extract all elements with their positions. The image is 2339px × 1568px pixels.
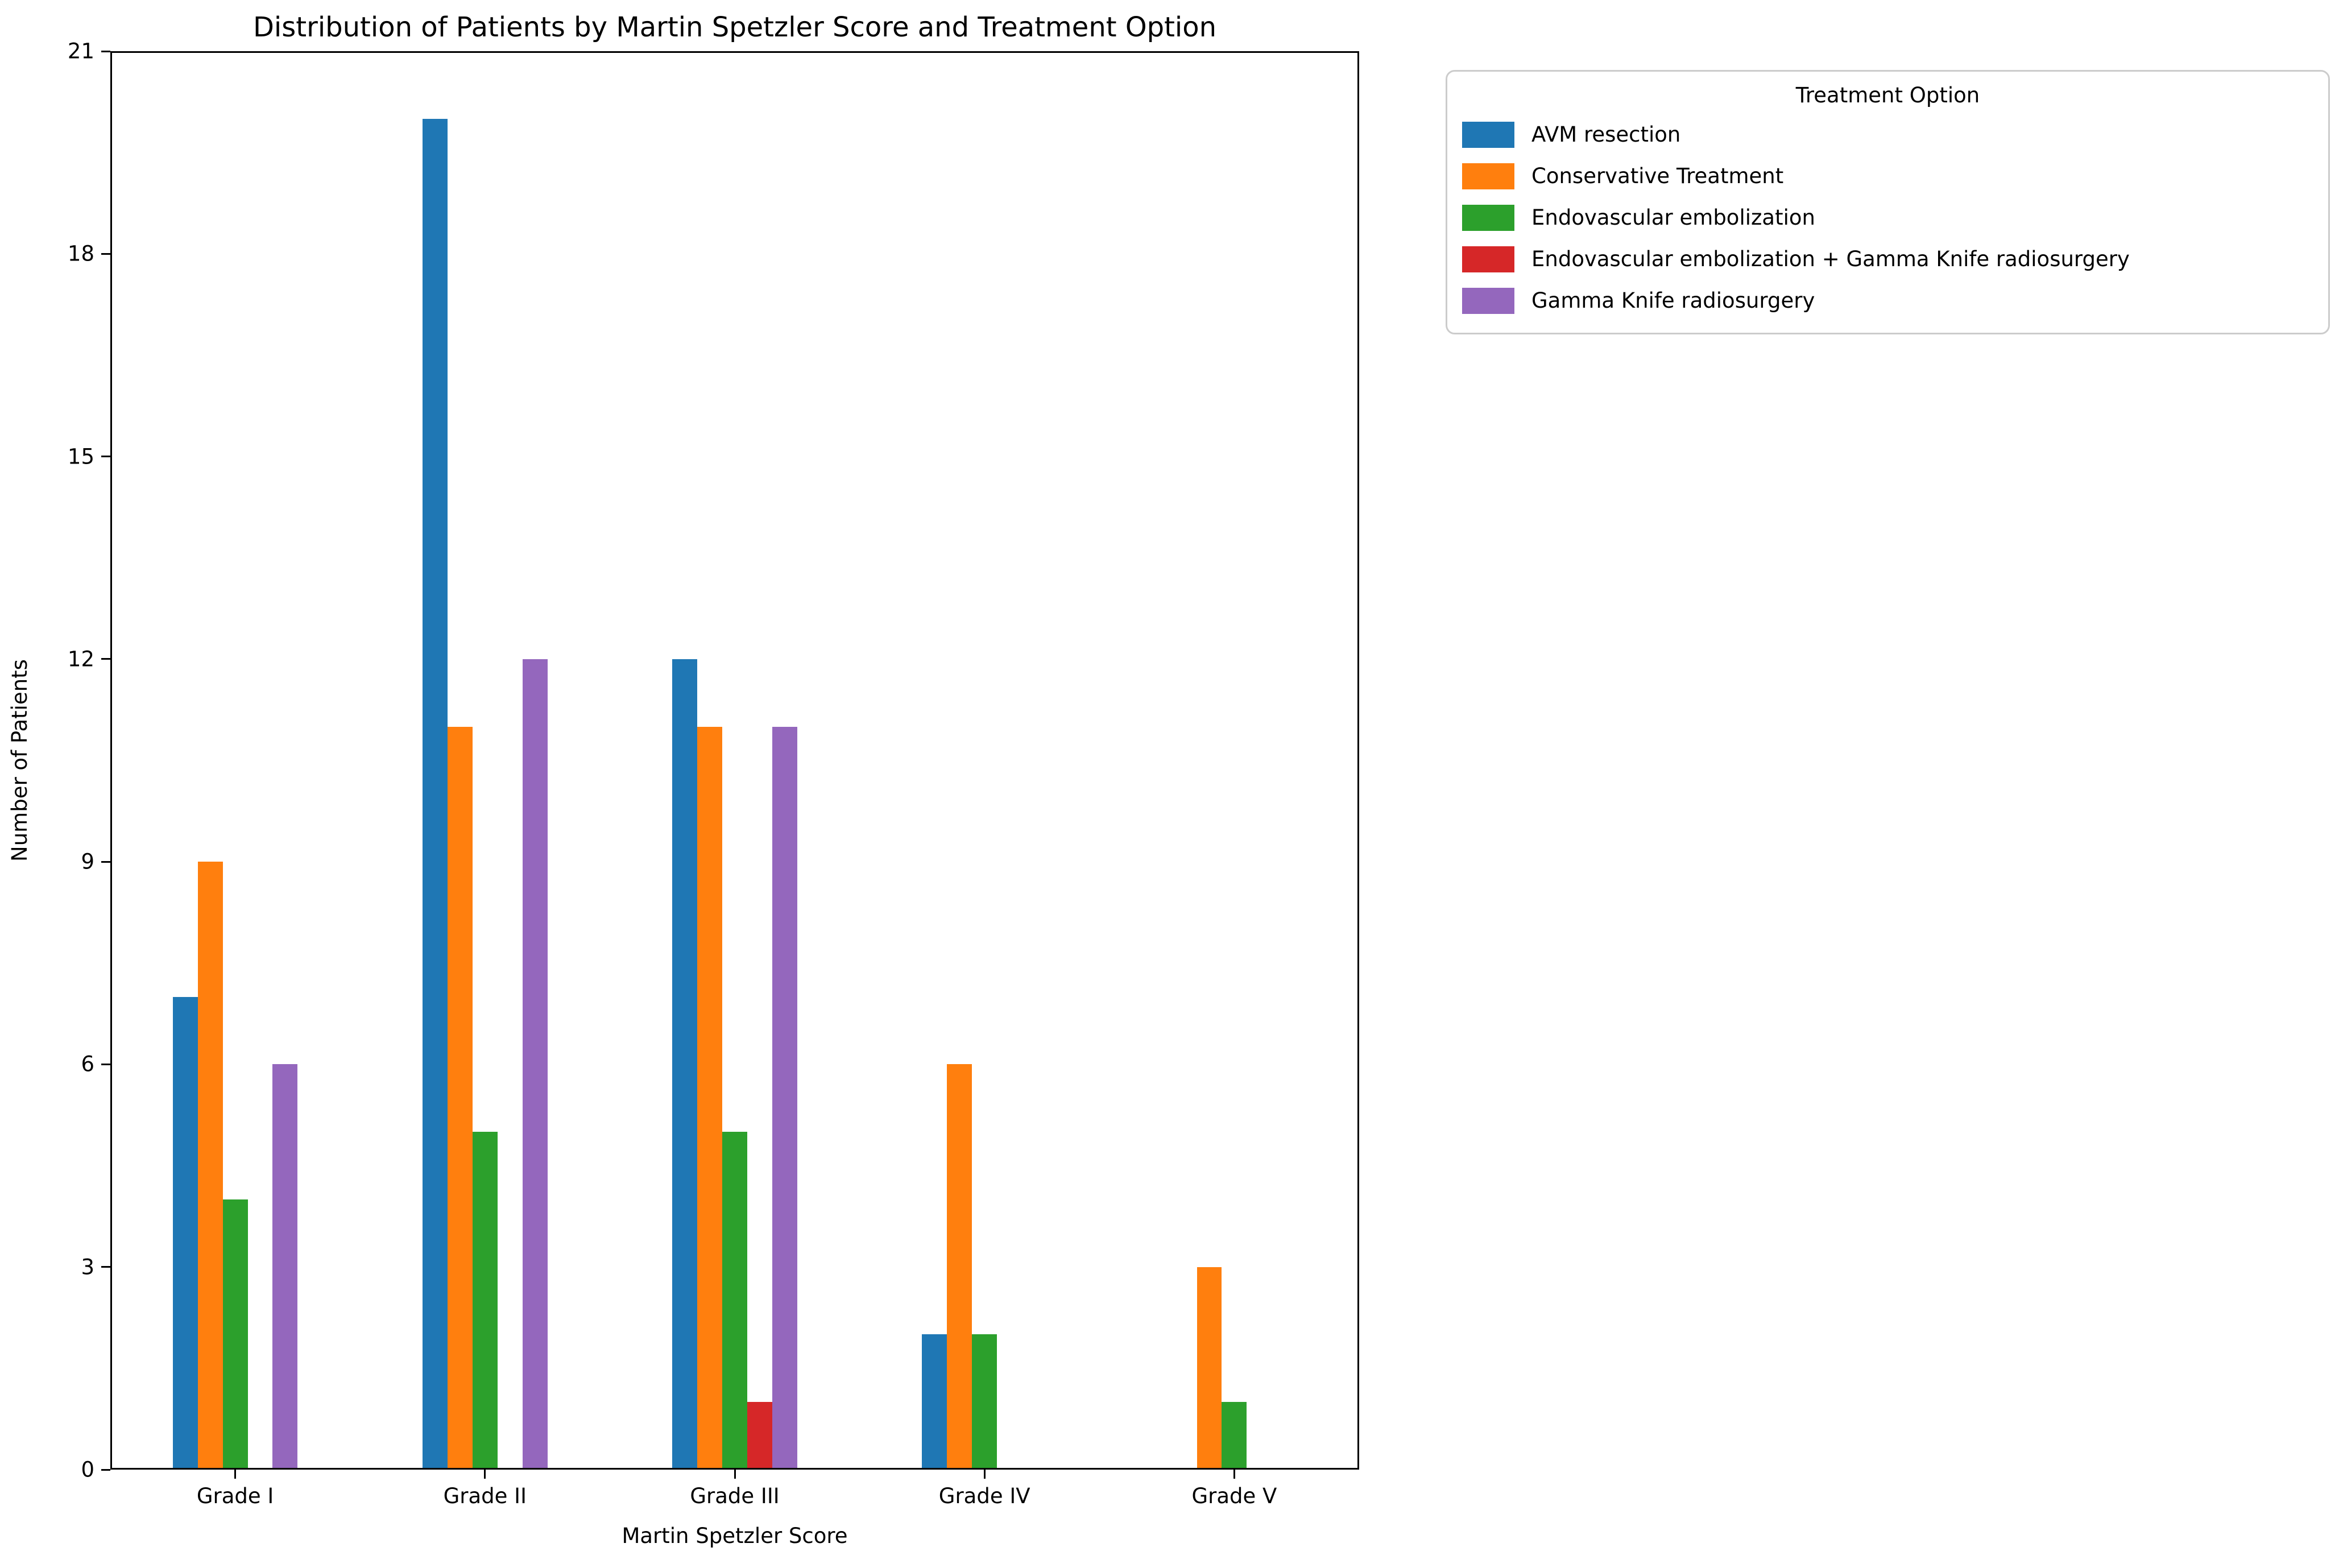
x-tick-mark (234, 1470, 237, 1479)
legend-item-label: Endovascular embolization + Gamma Knife … (1531, 247, 2130, 272)
y-tick-mark (101, 1063, 110, 1065)
y-tick-label: 3 (81, 1255, 94, 1280)
bar-grade-ii-conservative-treatment (447, 726, 473, 1470)
x-tick-label: Grade III (690, 1484, 780, 1508)
y-tick-mark (101, 1266, 110, 1268)
bar-grade-i-endovascular-embolization (222, 1199, 248, 1470)
legend-swatch-endovascular-embolization-gamma-knife-radiosurgery (1462, 246, 1514, 272)
bar-grade-iii-endovascular-embolization-gamma-knife-radiosurgery (747, 1402, 772, 1470)
bar-grade-ii-gamma-knife-radiosurgery (522, 659, 548, 1470)
y-tick-mark (101, 456, 110, 458)
x-tick-label: Grade IV (938, 1484, 1030, 1508)
legend-swatch-gamma-knife-radiosurgery (1462, 287, 1514, 314)
legend-swatch-endovascular-embolization (1462, 204, 1514, 231)
bar-grade-iv-avm-resection (922, 1334, 947, 1470)
bar-grade-iii-conservative-treatment (697, 726, 723, 1470)
chart-title: Distribution of Patients by Martin Spetz… (252, 11, 1217, 43)
bar-grade-ii-endovascular-embolization (472, 1132, 498, 1470)
legend-item-label: Gamma Knife radiosurgery (1531, 288, 1815, 313)
y-tick-label: 0 (81, 1457, 94, 1482)
legend-item-gamma-knife-radiosurgery: Gamma Knife radiosurgery (1462, 280, 2313, 321)
y-tick-label: 9 (81, 849, 94, 874)
legend-item-avm-resection: AVM resection (1462, 114, 2313, 155)
y-tick-mark (101, 50, 110, 52)
x-tick-mark (983, 1470, 986, 1479)
bar-grade-ii-avm-resection (423, 118, 448, 1470)
legend-title: Treatment Option (1795, 83, 1980, 107)
bar-grade-i-avm-resection (172, 996, 198, 1470)
legend-item-endovascular-embolization-gamma-knife-radiosurgery: Endovascular embolization + Gamma Knife … (1462, 238, 2313, 280)
plot-area (110, 51, 1359, 1470)
y-tick-label: 6 (81, 1052, 94, 1077)
bar-grade-iii-avm-resection (672, 659, 698, 1470)
legend-swatch-avm-resection (1462, 121, 1514, 148)
x-tick-label: Grade V (1191, 1484, 1277, 1508)
legend-item-conservative-treatment: Conservative Treatment (1462, 155, 2313, 197)
bar-grade-i-gamma-knife-radiosurgery (272, 1064, 298, 1470)
y-tick-mark (101, 1468, 110, 1471)
legend: Treatment Option AVM resection Conservati… (1446, 70, 2330, 334)
bar-grade-iv-endovascular-embolization (972, 1334, 997, 1470)
legend-rows: AVM resection Conservative Treatment Endov… (1462, 114, 2313, 321)
y-tick-label: 21 (67, 39, 94, 64)
y-axis-label: Number of Patients (7, 659, 32, 862)
bar-grade-v-endovascular-embolization (1222, 1402, 1247, 1470)
y-tick-label: 12 (67, 647, 94, 672)
y-tick-label: 18 (67, 241, 94, 266)
x-tick-mark (734, 1470, 736, 1479)
bar-grade-i-conservative-treatment (197, 862, 223, 1470)
y-tick-label: 15 (67, 444, 94, 469)
legend-item-label: Endovascular embolization (1531, 205, 1815, 230)
legend-item-label: AVM resection (1531, 122, 1681, 147)
legend-item-endovascular-embolization: Endovascular embolization (1462, 197, 2313, 238)
bar-grade-iii-gamma-knife-radiosurgery (772, 726, 797, 1470)
bar-grade-iii-endovascular-embolization (722, 1132, 747, 1470)
x-tick-label: Grade I (196, 1484, 274, 1508)
x-tick-mark (484, 1470, 486, 1479)
y-tick-mark (101, 860, 110, 863)
legend-item-label: Conservative Treatment (1531, 164, 1784, 189)
x-tick-mark (1233, 1470, 1235, 1479)
y-tick-mark (101, 658, 110, 660)
x-axis-label: Martin Spetzler Score (622, 1524, 848, 1548)
bar-grade-v-conservative-treatment (1197, 1267, 1222, 1470)
bar-grade-iv-conservative-treatment (947, 1064, 972, 1470)
legend-swatch-conservative-treatment (1462, 163, 1514, 189)
x-tick-label: Grade II (443, 1484, 527, 1508)
y-tick-mark (101, 253, 110, 255)
